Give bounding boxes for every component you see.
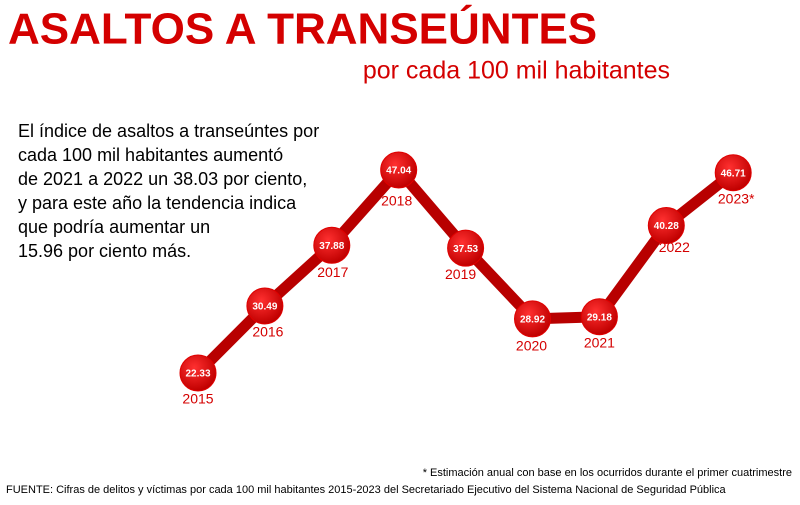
annotation-line: El índice de asaltos a transeúntes por (18, 121, 319, 141)
x-tick-label: 2020 (516, 338, 547, 354)
marker (313, 226, 351, 264)
data-label: 30.49 (252, 302, 277, 313)
marker (514, 300, 551, 338)
marker (580, 298, 618, 336)
annotation-line: de 2021 a 2022 un 38.03 por ciento, (18, 169, 307, 189)
x-tick-label: 2023* (718, 190, 755, 206)
annotation: El índice de asaltos a transeúntes por ca… (18, 121, 319, 261)
data-label: 46.71 (721, 168, 746, 179)
marker (447, 229, 485, 267)
x-tick-label: 2022 (659, 239, 690, 255)
marker (714, 154, 752, 192)
data-label: 29.18 (587, 312, 612, 323)
chart-title: ASALTOS A TRANSEÚNTES (8, 4, 597, 54)
data-label: 47.04 (386, 166, 411, 177)
footnote: * Estimación anual con base en los ocurr… (423, 467, 792, 479)
data-label: 22.33 (185, 369, 210, 380)
x-tick-label: 2016 (252, 324, 283, 340)
source: FUENTE: Cifras de delitos y víctimas por… (6, 484, 727, 496)
annotation-line: 15.96 por ciento más. (18, 241, 191, 261)
annotation-line: cada 100 mil habitantes aumentó (18, 145, 283, 165)
annotation-line: que podría aumentar un (18, 217, 210, 237)
chart-subtitle: por cada 100 mil habitantes (363, 57, 670, 85)
x-tick-label: 2021 (584, 334, 615, 350)
marker (380, 151, 418, 189)
x-tick-label: 2019 (445, 266, 476, 282)
marker (647, 207, 685, 245)
x-tick-label: 2017 (317, 264, 348, 280)
data-label: 40.28 (654, 221, 679, 232)
data-label: 28.92 (520, 315, 545, 326)
marker (246, 287, 284, 325)
data-label: 37.53 (453, 244, 478, 255)
annotation-line: y para este año la tendencia indica (18, 193, 297, 213)
x-tick-label: 2015 (182, 391, 213, 407)
x-tick-label: 2018 (381, 193, 412, 209)
marker (179, 354, 217, 392)
data-label: 37.88 (319, 241, 344, 252)
